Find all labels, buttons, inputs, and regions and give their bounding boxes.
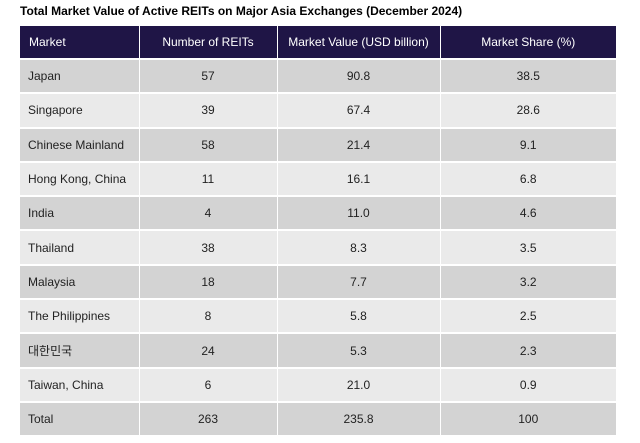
table-header-row: Market Number of REITs Market Value (USD… [20,26,616,59]
market-value-cell: 7.7 [277,263,441,300]
market-value-cell: 21.0 [277,366,441,402]
table-title: Total Market Value of Active REITs on Ma… [20,4,463,18]
market-value-cell: 5.8 [277,298,441,334]
market-share-cell: 2.3 [440,332,616,368]
market-cell: Chinese Mainland [20,126,140,162]
reit-count-cell: 38 [139,229,278,265]
table-row: The Philippines 8 5.8 2.5 [20,298,616,334]
market-value-cell: 5.3 [277,332,441,368]
table-row: Chinese Mainland 58 21.4 9.1 [20,126,616,162]
reit-count-cell: 57 [139,57,278,94]
market-share-cell: 3.5 [440,229,616,265]
market-share-cell: 28.6 [440,92,616,128]
market-share-cell: 38.5 [440,57,616,94]
header-market: Market [20,26,140,59]
reit-count-cell: 11 [139,160,278,197]
market-value-cell: 235.8 [277,400,441,436]
reit-count-cell: 263 [139,400,278,436]
reit-count-cell: 6 [139,366,278,402]
header-number-of-reits: Number of REITs [139,26,278,59]
header-market-share: Market Share (%) [440,26,616,59]
table-row-total: Total 263 235.8 100 [20,400,616,436]
market-share-cell: 6.8 [440,160,616,197]
market-share-cell: 0.9 [440,366,616,402]
market-cell: Hong Kong, China [20,160,140,197]
market-value-cell: 8.3 [277,229,441,265]
reit-count-cell: 18 [139,263,278,300]
market-value-cell: 21.4 [277,126,441,162]
market-value-cell: 90.8 [277,57,441,94]
market-cell: The Philippines [20,298,140,334]
table-row: Malaysia 18 7.7 3.2 [20,263,616,300]
table-row: Singapore 39 67.4 28.6 [20,92,616,128]
market-cell: Total [20,400,140,436]
reit-count-cell: 58 [139,126,278,162]
table-row: Taiwan, China 6 21.0 0.9 [20,366,616,402]
market-share-cell: 2.5 [440,298,616,334]
market-cell: Malaysia [20,263,140,300]
table-row: Thailand 38 8.3 3.5 [20,229,616,265]
table-row: Japan 57 90.8 38.5 [20,57,616,94]
reit-count-cell: 8 [139,298,278,334]
market-share-cell: 9.1 [440,126,616,162]
market-value-cell: 16.1 [277,160,441,197]
reit-count-cell: 39 [139,92,278,128]
reit-count-cell: 24 [139,332,278,368]
market-cell: Thailand [20,229,140,265]
market-cell: Taiwan, China [20,366,140,402]
market-value-cell: 67.4 [277,92,441,128]
market-cell: Japan [20,57,140,94]
table-row: Hong Kong, China 11 16.1 6.8 [20,160,616,197]
market-share-cell: 4.6 [440,195,616,231]
market-share-cell: 3.2 [440,263,616,300]
reit-market-table: Market Number of REITs Market Value (USD… [20,26,616,436]
market-cell: 대한민국 [20,332,140,368]
header-market-value: Market Value (USD billion) [277,26,441,59]
market-cell: India [20,195,140,231]
table-row: India 4 11.0 4.6 [20,195,616,231]
market-share-cell: 100 [440,400,616,436]
table-row: 대한민국 24 5.3 2.3 [20,332,616,368]
market-cell: Singapore [20,92,140,128]
reit-count-cell: 4 [139,195,278,231]
market-value-cell: 11.0 [277,195,441,231]
